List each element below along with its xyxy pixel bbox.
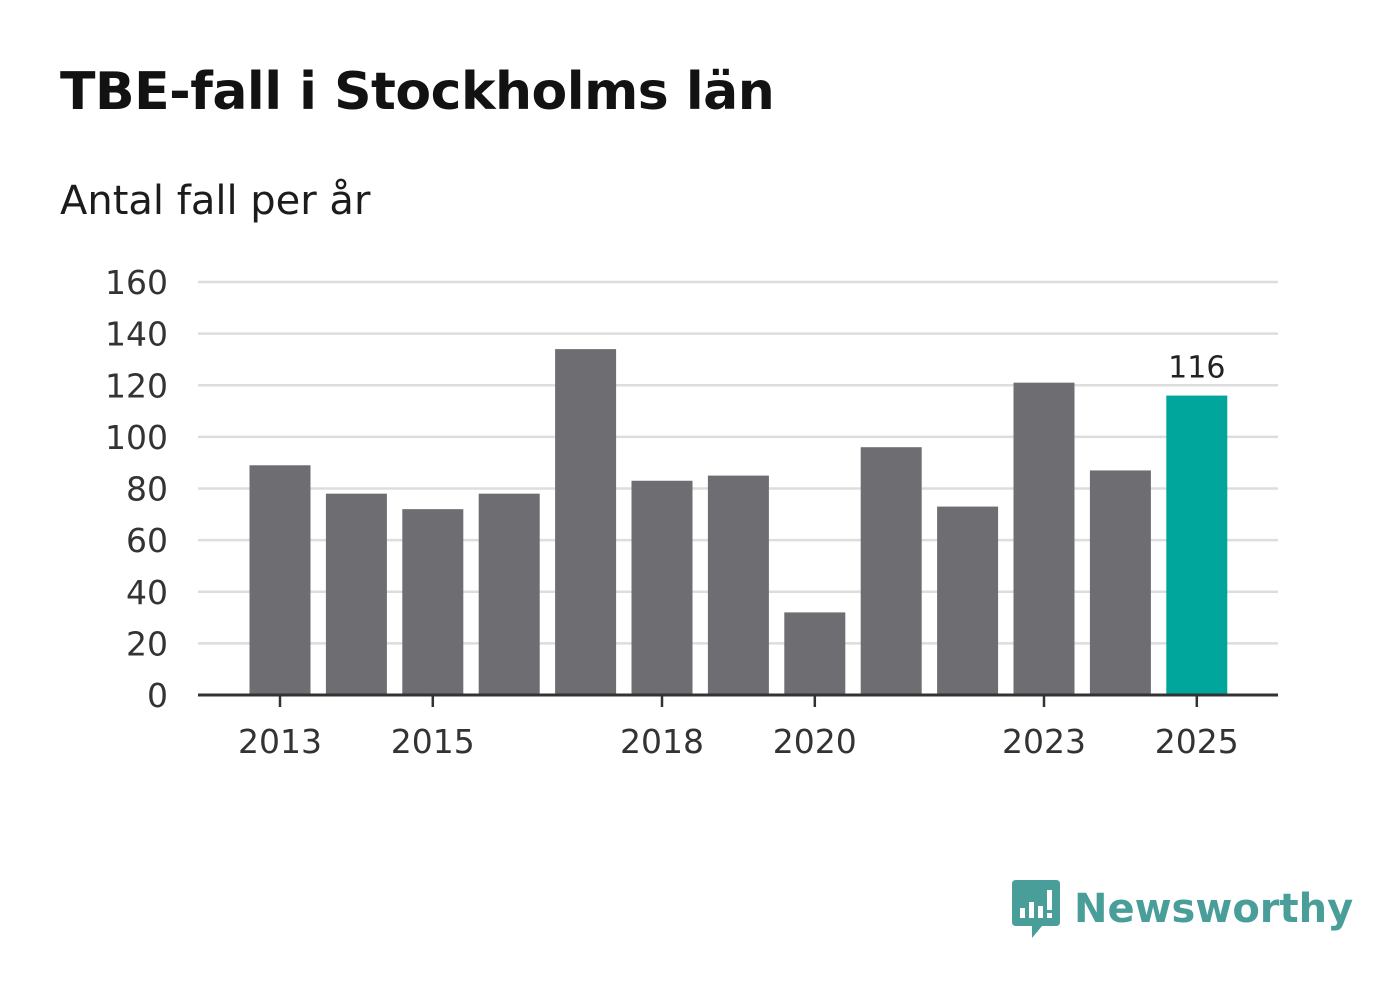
x-tick-label: 2015 xyxy=(391,722,475,761)
y-tick-label: 100 xyxy=(105,418,168,457)
y-tick-label: 80 xyxy=(126,470,168,509)
y-tick-label: 160 xyxy=(105,263,168,302)
data-label-2025: 116 xyxy=(1168,351,1225,386)
y-tick-label: 20 xyxy=(126,624,168,663)
bar-2022 xyxy=(937,506,999,695)
bar-2015 xyxy=(402,509,464,695)
y-tick-label: 140 xyxy=(105,315,168,354)
bar-2020 xyxy=(784,612,846,695)
y-tick-label: 120 xyxy=(105,366,168,405)
x-tick-label: 2018 xyxy=(620,722,704,761)
bar-2021 xyxy=(860,447,922,695)
bar-2018 xyxy=(631,480,693,695)
bar-2023 xyxy=(1013,382,1075,695)
bar-2017 xyxy=(555,349,617,695)
newsworthy-logo-text: Newsworthy xyxy=(1074,886,1354,932)
bar-2014 xyxy=(325,493,387,695)
bars xyxy=(249,349,1228,695)
newsworthy-logo: Newsworthy xyxy=(1010,878,1353,940)
bar-2016 xyxy=(478,493,540,695)
x-tick-label: 2023 xyxy=(1002,722,1086,761)
data-labels: 116 xyxy=(1168,351,1225,386)
bar-2019 xyxy=(707,475,769,695)
chart-title: TBE-fall i Stockholms län xyxy=(60,62,775,122)
bar-2013 xyxy=(249,465,311,695)
y-tick-label: 60 xyxy=(126,521,168,560)
y-tick-label: 40 xyxy=(126,573,168,612)
bar-2024 xyxy=(1089,470,1151,695)
x-axis-ticks: 2013 2015 2018 2020 2023 2025 xyxy=(238,695,1239,761)
x-tick-label: 2025 xyxy=(1155,722,1239,761)
newsworthy-logo-icon xyxy=(1012,880,1060,938)
bar-2025 xyxy=(1166,395,1228,695)
y-tick-label: 0 xyxy=(147,676,168,715)
x-tick-label: 2020 xyxy=(773,722,857,761)
x-tick-label: 2013 xyxy=(238,722,322,761)
chart-subtitle: Antal fall per år xyxy=(60,178,371,224)
y-axis-ticks: 0 20 40 60 80 100 120 140 160 xyxy=(105,263,168,715)
